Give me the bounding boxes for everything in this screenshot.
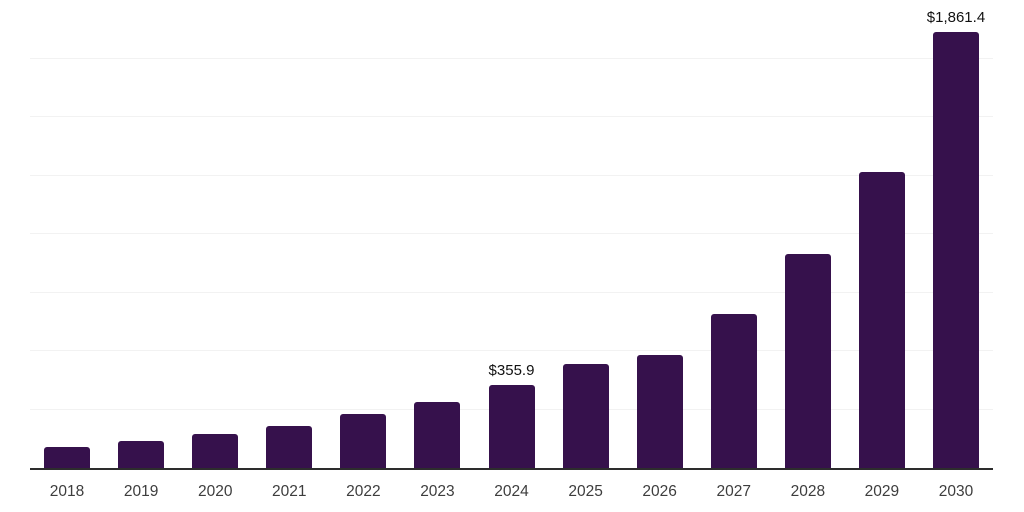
bar-group-2020 [178,0,252,468]
x-tick-2030: 2030 [938,483,974,500]
gridline-1750 [30,57,993,59]
data-label-2024: $355.9 [488,361,535,379]
bar-group-2024: $355.9 [474,0,548,468]
plot-area: $355.9 $1,861.4 [30,0,993,470]
bar-group-2030: $1,861.4 [919,0,993,468]
gridline-1500 [30,116,993,117]
bar-group-2028 [771,0,845,468]
bar-group-2018 [30,0,104,468]
x-tick-2026: 2026 [642,483,677,500]
bar-group-2021 [252,0,326,468]
data-label-2030: $1,861.4 [926,9,986,27]
bar-2027 [710,313,757,468]
bar-2025 [562,364,609,468]
bar-group-2019 [104,0,178,468]
bar-2024 [488,384,535,468]
gridline-1250 [30,174,993,176]
x-tick-2021: 2021 [272,483,307,500]
x-tick-2023: 2023 [420,483,455,500]
bar-2021 [266,426,313,468]
x-axis-tick-labels: 2018 2019 2020 2021 2022 2023 2024 2025 2026 2027… [30,482,993,502]
bar-2029 [858,172,905,468]
bar-group-2026 [623,0,697,468]
x-tick-2020: 2020 [197,483,233,500]
bar-group-2027 [697,0,771,468]
gridline-1000 [30,233,993,234]
x-tick-2027: 2027 [716,483,751,500]
bar-group-2025 [549,0,623,468]
bar-2020 [192,433,239,468]
x-tick-2025: 2025 [568,483,603,500]
x-tick-2024: 2024 [494,483,529,500]
bar-group-2022 [326,0,400,468]
bar-group-2023 [400,0,474,468]
bar-2018 [44,447,91,468]
x-tick-2029: 2029 [864,483,900,500]
bar-2019 [118,440,165,468]
bar-2026 [636,355,683,468]
bar-2028 [784,254,831,468]
gridline-500 [30,350,993,351]
bars-container: $355.9 $1,861.4 [30,0,993,468]
x-tick-2019: 2019 [123,483,159,500]
gridline-750 [30,291,993,293]
x-tick-2018: 2018 [49,483,85,500]
bar-group-2029 [845,0,919,468]
x-tick-2022: 2022 [346,483,381,500]
bar-2030 [932,32,979,468]
bar-2022 [340,414,387,468]
bar-2023 [414,401,461,468]
x-tick-2028: 2028 [790,483,826,500]
x-axis-line [30,468,993,470]
